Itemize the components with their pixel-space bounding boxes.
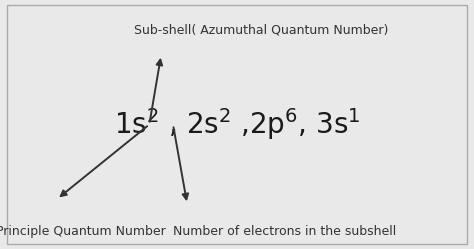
Text: Number of electrons in the subshell: Number of electrons in the subshell [173, 225, 396, 238]
Text: Principle Quantum Number: Principle Quantum Number [0, 225, 165, 238]
Text: $\mathregular{1s^2}$ , $\mathregular{2s^2}$ ,$\mathregular{2p^6}$, $\mathregular: $\mathregular{1s^2}$ , $\mathregular{2s^… [114, 107, 360, 142]
FancyBboxPatch shape [7, 5, 467, 244]
Text: Sub-shell( Azumuthal Quantum Number): Sub-shell( Azumuthal Quantum Number) [134, 23, 388, 36]
